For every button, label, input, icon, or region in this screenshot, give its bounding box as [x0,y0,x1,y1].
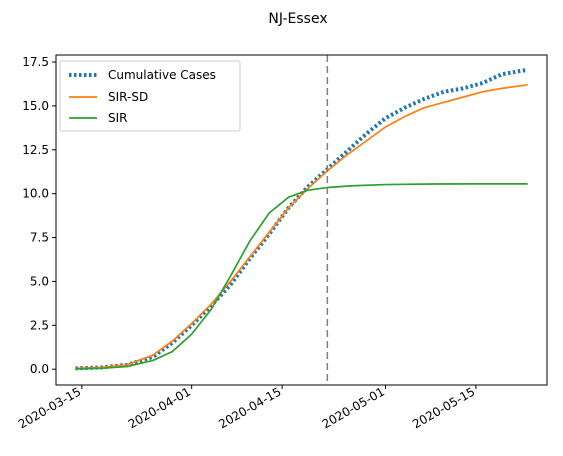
y-tick-label: 5.0 [30,274,49,288]
y-tick-label: 15.0 [22,99,49,113]
y-tick-label: 2.5 [30,318,49,332]
y-tick-label: 0.0 [30,362,49,376]
legend-label-cumulative-cases: Cumulative Cases [108,68,216,82]
y-tick-label: 10.0 [22,187,49,201]
y-tick-label: 17.5 [22,55,49,69]
y-tick-label: 12.5 [22,143,49,157]
legend-label-sir-sd: SIR-SD [108,90,148,104]
y-tick-label: 7.5 [30,231,49,245]
legend-label-sir: SIR [108,111,128,125]
chart-title: NJ-Essex [268,11,327,27]
legend: Cumulative Cases SIR-SD SIR [60,61,240,131]
